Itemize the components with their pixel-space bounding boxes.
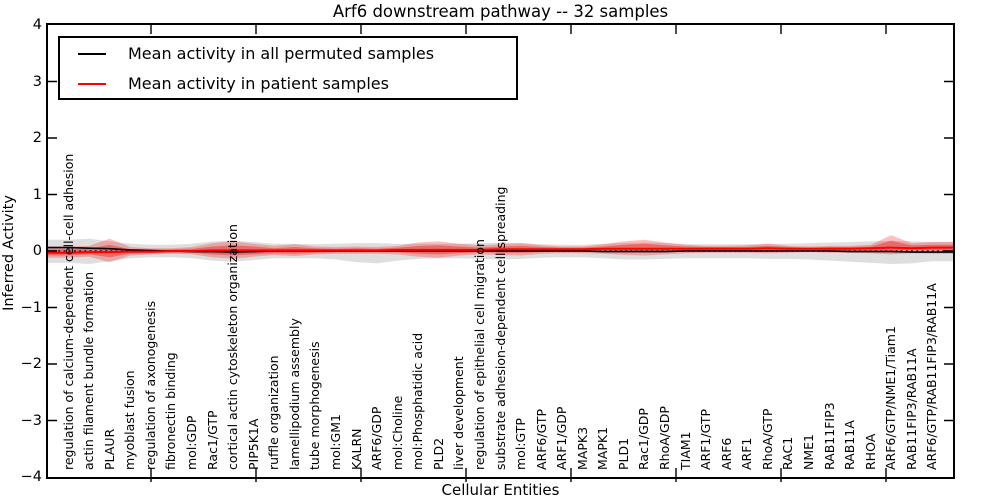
x-tick-label: RhoA/GDP	[657, 406, 672, 470]
x-tick-label: lamellipodium assembly	[286, 318, 302, 470]
x-tick-label: PLD2	[430, 437, 446, 470]
x-tick-label: cortical actin cytoskeleton organization	[225, 224, 241, 470]
x-tick-label: ruffle organization	[266, 355, 282, 470]
x-tick-label: regulation of calcium-dependent cell-cel…	[60, 153, 76, 470]
y-tick-label: 2	[32, 130, 42, 146]
legend-item-permuted: Mean activity in all permuted samples	[60, 39, 516, 68]
x-tick-label: RAC1	[780, 436, 796, 470]
x-tick-label: ARF1/GTP	[698, 408, 714, 470]
x-tick-label: PLAUR	[101, 428, 117, 470]
x-tick-label: Rac1/GDP	[636, 408, 652, 470]
x-tick-label: ARF6/GTP/NME1/Tiam1	[883, 326, 899, 470]
x-tick-label: regulation of epithelial cell migration	[471, 239, 487, 470]
axis-tick-marks	[48, 25, 953, 482]
legend-label-permuted: Mean activity in all permuted samples	[128, 44, 435, 63]
y-tick-label: −4	[20, 469, 42, 485]
chart-title: Arf6 downstream pathway -- 32 samples	[332, 2, 669, 21]
x-tick-label: TIAM1	[677, 431, 693, 470]
x-tick-label: actin filament bundle formation	[81, 271, 97, 470]
x-tick-label: ARF6/GTP	[533, 408, 549, 470]
x-tick-label: KALRN	[348, 428, 364, 470]
y-tick-label: −2	[20, 356, 42, 372]
x-tick-label: mol:Choline	[389, 395, 405, 470]
patient-line-sample-icon	[78, 82, 106, 85]
x-tick-label: tube morphogenesis	[307, 341, 323, 470]
patient-mean-line	[48, 246, 953, 254]
x-tick-label: PIP5K1A	[245, 418, 261, 470]
y-tick-label: 4	[32, 17, 42, 33]
x-tick-label: mol:GM1	[327, 414, 343, 470]
x-tick-label: MAPK3	[574, 426, 590, 470]
x-tick-label: substrate adhesion-dependent cell spread…	[492, 186, 508, 470]
y-tick-label: −3	[20, 412, 42, 429]
x-tick-label: RAB11A	[842, 420, 858, 470]
x-tick-label: myoblast fusion	[122, 370, 138, 470]
x-tick-label: liver development	[451, 356, 467, 470]
x-tick-label: ARF6	[718, 437, 734, 470]
y-tick-label: 1	[32, 186, 42, 203]
x-tick-label: ARF1	[739, 437, 755, 470]
x-tick-label: RAB11FIP3	[821, 402, 837, 470]
x-tick-label: ARF1/GDP	[554, 406, 570, 470]
x-tick-label: mol:GDP	[184, 415, 199, 470]
plot-canvas	[48, 25, 953, 482]
x-tick-label: MAPK1	[595, 426, 611, 470]
x-tick-label: NME1	[800, 434, 816, 470]
x-tick-label: RhoA/GTP	[759, 408, 775, 470]
plot-frame	[46, 23, 955, 479]
x-tick-label: RAB11FIP3/RAB11A	[903, 348, 919, 470]
x-tick-label: mol:Phosphatidic acid	[410, 332, 426, 470]
permuted-line-sample-icon	[78, 52, 106, 55]
x-tick-label: Rac1/GTP	[204, 410, 220, 470]
y-tick-label: −1	[20, 299, 42, 316]
x-tick-label: PLD1	[615, 437, 631, 470]
legend-label-patient: Mean activity in patient samples	[128, 74, 389, 93]
x-tick-label: RHOA	[862, 433, 878, 470]
y-tick-label: 3	[32, 73, 42, 90]
legend: Mean activity in all permuted samples Me…	[58, 36, 518, 100]
x-tick-label: fibronectin binding	[163, 352, 179, 470]
x-tick-label: regulation of axonogenesis	[142, 300, 158, 470]
legend-item-patient: Mean activity in patient samples	[60, 69, 516, 98]
x-axis-label: Cellular Entities	[441, 481, 560, 499]
x-tick-label: ARF6/GDP	[369, 406, 385, 470]
x-tick-label: ARF6/GTP/RAB11FIP3/RAB11A	[924, 283, 940, 470]
x-tick-label: mol:GTP	[513, 418, 528, 470]
y-tick-label: 0	[32, 243, 42, 259]
